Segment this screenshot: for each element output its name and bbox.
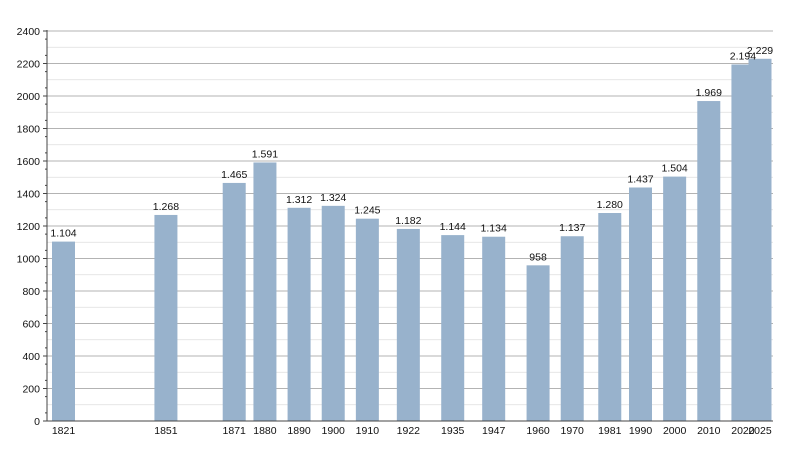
bar-value-label: 1.268 <box>153 201 179 213</box>
bar-value-label: 1.312 <box>286 194 312 206</box>
axes <box>43 30 773 422</box>
bar-value-label: 1.280 <box>597 199 623 211</box>
bar <box>629 187 653 421</box>
x-tick-label: 1970 <box>561 425 585 437</box>
x-tick-label: 2025 <box>748 425 772 437</box>
y-tick-label: 200 <box>22 383 40 395</box>
bar-value-label: 1.134 <box>481 223 507 235</box>
bar <box>663 176 687 421</box>
bar-value-label: 1.245 <box>354 205 380 217</box>
x-tick-label: 1821 <box>52 425 76 437</box>
bar-value-label: 1.465 <box>221 169 247 181</box>
x-tick-label: 1922 <box>397 425 421 437</box>
bar <box>482 236 506 421</box>
bar-value-label: 1.504 <box>662 163 688 175</box>
x-tick-label: 1935 <box>441 425 465 437</box>
x-tick-label: 2010 <box>697 425 721 437</box>
bar <box>396 228 420 421</box>
x-tick-label: 1900 <box>322 425 346 437</box>
x-tick-label: 1990 <box>629 425 653 437</box>
y-tick-label: 1800 <box>17 123 41 135</box>
y-tick-label: 800 <box>22 286 40 298</box>
bar-value-label: 2.229 <box>747 45 773 57</box>
bar-value-label: 1.591 <box>252 148 278 160</box>
x-tick-label: 2000 <box>663 425 687 437</box>
y-tick-label: 2200 <box>17 58 41 70</box>
y-tick-label: 600 <box>22 318 40 330</box>
y-tick-label: 0 <box>34 416 40 428</box>
bar <box>355 218 379 421</box>
y-tick-label: 1600 <box>17 156 41 168</box>
x-tick-label: 1981 <box>598 425 622 437</box>
y-tick-label: 400 <box>22 351 40 363</box>
x-tick-label: 1947 <box>482 425 506 437</box>
bar-value-label: 1.437 <box>627 173 653 185</box>
bar <box>748 58 772 421</box>
labels: 0 200 400 600 800 1000 1200 1400 1600 1800 2000 220… <box>17 26 774 437</box>
bar <box>321 205 345 421</box>
bar <box>441 235 465 421</box>
bar <box>154 214 178 421</box>
y-tick-label: 2000 <box>17 91 41 103</box>
bar <box>222 182 246 421</box>
bar <box>526 265 550 421</box>
x-tick-label: 2020 <box>731 425 755 437</box>
bar-value-label: 958 <box>529 251 547 263</box>
bar-value-label: 1.324 <box>320 192 346 204</box>
bar-value-label: 1.969 <box>696 87 722 99</box>
x-tick-label: 1871 <box>223 425 247 437</box>
x-tick-label: 1851 <box>154 425 178 437</box>
y-tick-label: 1200 <box>17 221 41 233</box>
bar <box>52 241 75 421</box>
bar-value-label: 1.137 <box>559 222 585 234</box>
bar <box>287 207 311 421</box>
x-tick-label: 1960 <box>526 425 550 437</box>
bar <box>598 213 622 421</box>
y-tick-label: 1400 <box>17 188 41 200</box>
bar-value-label: 1.104 <box>50 228 76 240</box>
bar-value-label: 2.194 <box>730 50 756 62</box>
y-tick-label: 2400 <box>17 26 41 38</box>
bar <box>560 236 584 421</box>
bars <box>52 58 772 421</box>
bar-value-label: 1.182 <box>395 215 421 227</box>
bar <box>697 101 721 421</box>
bar-value-label: 1.144 <box>440 221 466 233</box>
x-tick-label: 1910 <box>356 425 380 437</box>
bar <box>253 162 277 421</box>
x-tick-label: 1880 <box>253 425 277 437</box>
y-tick-label: 1000 <box>17 253 41 265</box>
x-tick-label: 1890 <box>287 425 311 437</box>
